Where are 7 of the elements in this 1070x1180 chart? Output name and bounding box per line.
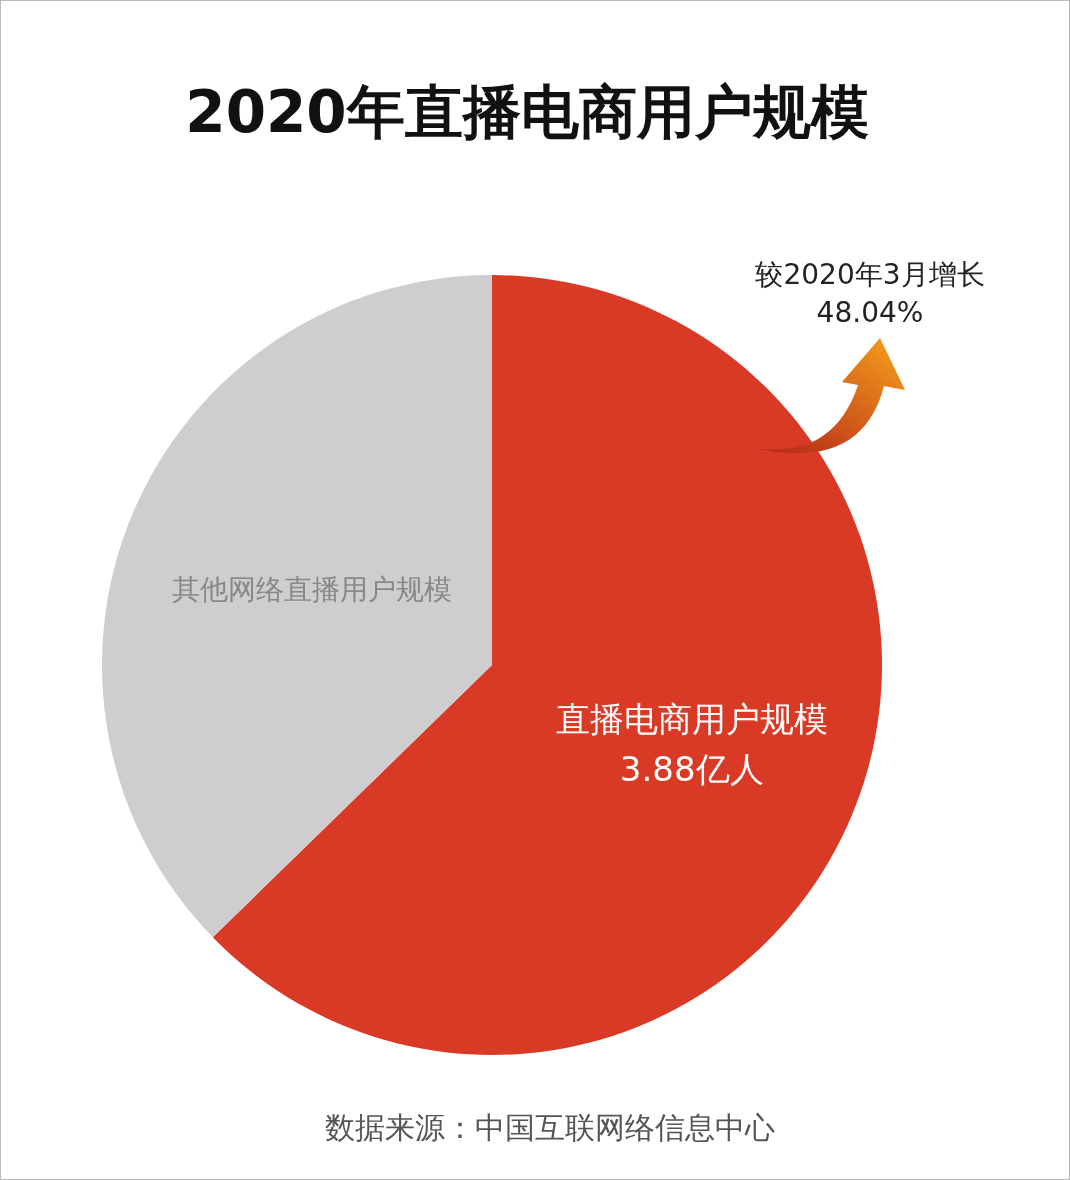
slice-label: 直播电商用户规模 <box>555 698 828 739</box>
chart-title: 2020年直播电商用户规模 <box>185 78 869 146</box>
source-note: 数据来源：中国互联网络信息中心 <box>325 1110 775 1145</box>
slice-label: 其他网络直播用户规模 <box>172 573 453 607</box>
pie-slice <box>102 275 492 938</box>
text: 较2020年3月增长 48.04% <box>755 258 985 329</box>
text: 3.88亿人 <box>619 748 764 789</box>
